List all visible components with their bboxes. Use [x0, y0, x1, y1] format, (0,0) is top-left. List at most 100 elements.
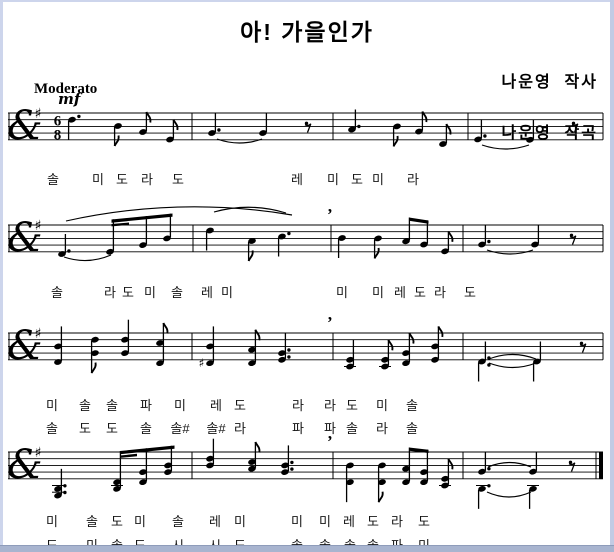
note-head: [378, 479, 386, 486]
lyric-syllable: 라: [434, 285, 446, 300]
lyric-syllable: 레: [291, 172, 303, 187]
note-head: [114, 123, 122, 129]
note-head: [121, 350, 129, 356]
note-head: [54, 343, 62, 350]
beam: [111, 222, 129, 227]
note-head: [58, 251, 66, 257]
note-head: [431, 343, 439, 350]
breath-mark: ’: [327, 313, 333, 332]
treble-clef-icon: &: [7, 442, 43, 488]
dynamic-marking: mf: [58, 90, 81, 108]
lyric-syllable: 미: [291, 514, 303, 529]
beam: [120, 453, 137, 458]
note-head: [381, 363, 389, 370]
note-head: [281, 469, 289, 475]
note-head: [208, 130, 216, 136]
lyric-syllable: 미: [372, 285, 384, 300]
augmentation-dot: [483, 134, 487, 138]
eighth-flag: [437, 326, 444, 338]
note-head: [420, 241, 428, 248]
lyric-syllable: 솔: [79, 398, 91, 413]
eighth-flag: [392, 135, 399, 147]
note-head: [278, 233, 286, 240]
note-head: [106, 248, 114, 255]
note-head: [529, 485, 537, 492]
lyric-syllable: 솔: [140, 421, 152, 436]
note-head: [139, 469, 147, 475]
note-head: [54, 359, 62, 365]
note-head: [402, 479, 410, 486]
tie-slur: [481, 144, 530, 150]
augmentation-dot: [67, 249, 71, 253]
lyric-syllable: 도: [79, 421, 91, 436]
lyric-syllable: 도: [367, 514, 379, 529]
lyric-syllable: 라: [376, 421, 388, 436]
lyric-syllable: 라: [324, 398, 336, 413]
note-head: [402, 350, 410, 356]
lyric-syllable: 레: [394, 285, 406, 300]
eighth-flag: [172, 119, 179, 131]
augmentation-dot: [487, 467, 491, 471]
staff-system-3: &♯♯’: [7, 313, 604, 382]
note-head: [374, 235, 382, 242]
note-head: [91, 350, 99, 356]
eighth-flag: [447, 458, 454, 470]
note-head: [346, 479, 354, 486]
lyric-syllable: 미: [221, 285, 233, 300]
breath-mark: ’: [327, 432, 333, 451]
note-head: [91, 336, 99, 343]
eighth-flag: [113, 135, 120, 147]
lyric-syllable: 솔: [47, 172, 59, 187]
note-head: [54, 485, 62, 492]
lyric-syllable: 미: [376, 398, 388, 413]
lyric-syllable: 도: [106, 421, 118, 436]
lyric-syllable: 미: [336, 285, 348, 300]
lyric-syllable: 레: [210, 398, 222, 413]
tie-slur: [488, 353, 537, 360]
note-head: [156, 340, 164, 346]
beam: [409, 447, 429, 453]
note-head: [402, 238, 410, 245]
note-head: [248, 360, 256, 367]
key-signature-sharp-icon: ♯: [35, 445, 42, 461]
eighth-flag: [421, 111, 428, 123]
note-head: [441, 482, 449, 489]
augmentation-dot: [487, 356, 491, 360]
lyric-syllable: 파: [292, 421, 304, 436]
lyric-syllable: 미: [144, 285, 156, 300]
treble-clef-icon: &: [7, 103, 43, 149]
lyric-syllable: 솔: [406, 421, 418, 436]
note-head: [531, 241, 539, 248]
lyric-syllable: 도: [234, 398, 246, 413]
beam: [111, 213, 173, 223]
eighth-flag: [408, 332, 415, 344]
eighth-rest: [568, 460, 576, 472]
augmentation-dot: [487, 363, 491, 367]
note-head: [248, 465, 256, 472]
augmentation-dot: [217, 128, 221, 132]
eighth-flag: [447, 230, 454, 242]
note-head: [346, 356, 354, 363]
augmentation-dot: [287, 348, 291, 352]
augmentation-dot: [63, 484, 67, 488]
lyric-syllable: 레: [343, 514, 355, 529]
eighth-flag: [445, 123, 452, 135]
note-head: [163, 235, 171, 242]
lyric-syllable: 라: [234, 421, 246, 436]
eighth-flag: [254, 329, 261, 341]
lyric-syllable: 도: [122, 285, 134, 300]
note-head: [431, 356, 439, 363]
lyric-syllable: 미: [46, 398, 58, 413]
staff-system-2: &♯ ’: [7, 205, 604, 262]
lyric-syllable: 미: [134, 514, 146, 529]
note-head: [156, 360, 164, 367]
lyric-syllable: 솔: [172, 514, 184, 529]
lyric-syllable: 솔: [406, 398, 418, 413]
eighth-rest: [579, 341, 587, 353]
lyric-syllable: 라: [141, 172, 153, 187]
note-head: [139, 129, 147, 135]
staff-system-4: &♯ ’: [7, 432, 603, 509]
note-head: [415, 128, 423, 135]
lyric-syllable: 도: [464, 285, 476, 300]
